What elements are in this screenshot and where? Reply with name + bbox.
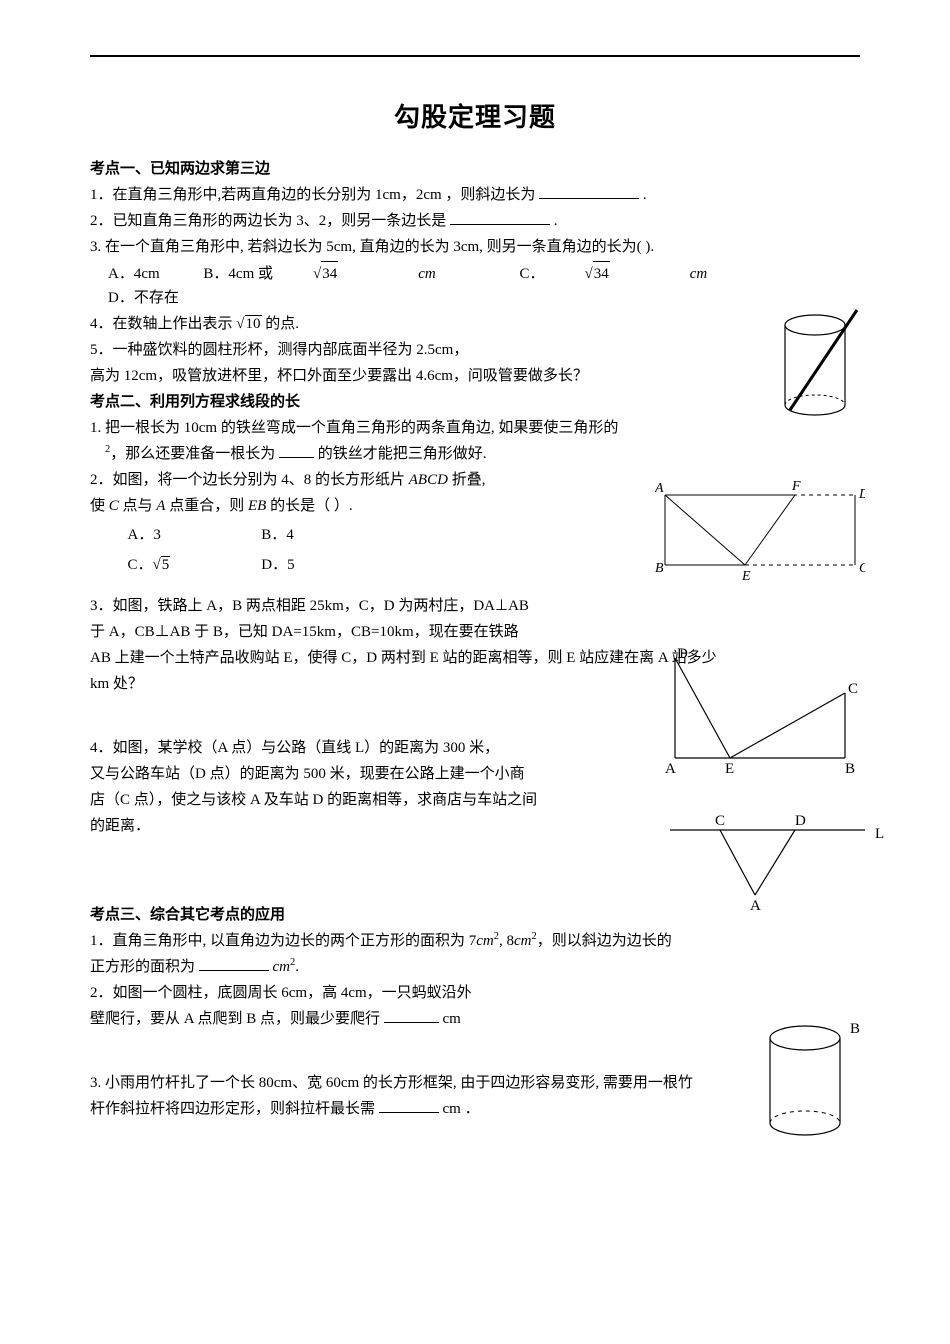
s1-q1: 1．在直角三角形中,若两直角边的长分别为 1cm，2cm ，则斜边长为 .: [90, 183, 860, 207]
s1-q3-B-unit: cm: [418, 262, 436, 286]
fig4-D: D: [795, 813, 806, 829]
s1-q3: 3. 在一个直角三角形中, 若斜边长为 5cm, 直角边的长为 3cm, 则另一…: [90, 235, 860, 259]
s3-q2a: 2．如图一个圆柱，底圆周长 6cm，高 4cm，一只蚂蚁沿外: [90, 981, 860, 1005]
s1-q3-C-pre: C．: [520, 262, 545, 286]
s1-q1-end: .: [643, 187, 647, 203]
fig5-B: B: [850, 1021, 860, 1037]
section2-head: 考点二、利用列方程求线段的长: [90, 390, 860, 414]
s3-q2c-text: cm: [443, 1011, 461, 1027]
s3-q1a-text: 1．直角三角形中, 以直角边为边长的两个正方形的面积为 7: [90, 933, 476, 949]
s2-q2a-text: 2．如图，将一个边长分别为 4、8 的长方形纸片: [90, 472, 409, 488]
s2-q1b: 2，那么还要准备一根长为 的铁丝才能把三角形做好.: [90, 442, 860, 466]
s1-q4: 4．在数轴上作出表示 √10 的点.: [90, 312, 860, 336]
s1-q4-post: 的点.: [265, 316, 299, 332]
s3-q1-mid: , 8: [499, 933, 514, 949]
s2-q1c-text: 的铁丝才能把三角形做好.: [318, 446, 487, 462]
s1-q1-blank: [539, 198, 639, 199]
s2-q2b-mid: 点与: [119, 498, 157, 514]
s2-q2b-1: 使: [90, 498, 109, 514]
fig4-A: A: [750, 898, 761, 910]
school-road-figure: C D L A: [660, 810, 890, 910]
s2-q2-A: A．3: [128, 520, 258, 550]
s2-q1b-text: ，那么还要准备一根长为: [110, 446, 275, 462]
s3-q1-blank: [199, 970, 269, 971]
railroad-figure: D C A E B: [655, 648, 865, 778]
figlbl-E: E: [741, 569, 751, 584]
s2-q2a-end: 折叠,: [448, 472, 486, 488]
figlbl-A: A: [655, 481, 664, 496]
s3-q1b-text: ，则以斜边为边长的: [537, 933, 672, 949]
s1-q3-opts: A．4cm B．4cm 或√34cm C．√34cm D．不存在: [90, 261, 860, 310]
s1-q3-C-rad: 34: [593, 261, 610, 286]
s1-q3-C: C．√34cm: [520, 261, 748, 286]
fig3-B: B: [845, 761, 855, 777]
s2-q2-C-pre: C．: [128, 557, 153, 573]
s3-q1c: 正方形的面积为 cm2.: [90, 955, 860, 979]
s3-q3a: 3. 小雨用竹杆扎了一个长 80cm、宽 60cm 的长方形框架, 由于四边形容…: [90, 1071, 860, 1095]
s3-q1c-text: 正方形的面积为: [90, 959, 195, 975]
s1-q3-B-rad: 34: [321, 261, 338, 286]
s2-q2-B: B．4: [261, 520, 294, 550]
s3-q3c-text: cm ．: [443, 1101, 480, 1117]
fig3-A: A: [665, 761, 676, 777]
ant-cylinder-figure: B: [750, 1018, 870, 1148]
fig4-L: L: [875, 826, 884, 842]
s1-q2-text: 2．已知直角三角形的两边长为 3、2，则另一条边长是: [90, 213, 446, 229]
s3-q2b: 壁爬行，要从 A 点爬到 B 点，则最少要爬行 cm: [90, 1007, 860, 1031]
fig3-E: E: [725, 761, 734, 777]
s3-q2b-text: 壁爬行，要从 A 点爬到 B 点，则最少要爬行: [90, 1011, 380, 1027]
s2-q1-blank: [279, 457, 314, 458]
figlbl-F: F: [791, 480, 801, 494]
fig4-C: C: [715, 813, 725, 829]
s3-q3-blank: [379, 1112, 439, 1113]
s2-q4c: 店（C 点），使之与该校 A 及车站 D 的距离相等，求商店与车站之间: [90, 788, 860, 812]
s1-q3-A: A．4cm: [108, 262, 160, 286]
s1-q4-pre: 4．在数轴上作出表示: [90, 316, 233, 332]
fig3-C: C: [848, 681, 858, 697]
figlbl-C: C: [859, 561, 865, 576]
s3-q3b: 杆作斜拉杆将四边形定形，则斜拉杆最长需 cm ．: [90, 1097, 860, 1121]
s3-q1-cm2b: cm: [514, 933, 532, 949]
s2-q2b-eb: EB: [248, 498, 266, 514]
s1-q3-B: B．4cm 或√34cm: [203, 261, 475, 286]
s1-q5b: 高为 12cm，吸管放进杯里，杯口外面至少要露出 4.6cm，问吸管要做多长？: [90, 364, 860, 388]
s2-q1a: 1. 把一根长为 10cm 的铁丝弯成一个直角三角形的两条直角边, 如果要使三角…: [90, 416, 860, 440]
s1-q3-B-pre: B．4cm 或: [203, 262, 273, 286]
cylinder-straw-figure: [775, 305, 865, 430]
figlbl-B: B: [655, 561, 664, 576]
s2-q2b-mid2: 点重合，则: [165, 498, 248, 514]
top-rule: [90, 55, 860, 57]
s2-q3a: 3．如图，铁路上 A，B 两点相距 25km，C，D 为两村庄，DA⊥AB: [90, 594, 860, 618]
s2-q2a-italic: ABCD: [409, 472, 448, 488]
s3-q2-blank: [384, 1022, 439, 1023]
s2-q2b-c: C: [109, 498, 119, 514]
s2-q2b-end: 的长是（ ）.: [266, 498, 352, 514]
s1-q2: 2．已知直角三角形的两边长为 3、2，则另一条边长是 .: [90, 209, 860, 233]
s2-q3b: 于 A，CB⊥AB 于 B，已知 DA=15km，CB=10km，现在要在铁路: [90, 620, 860, 644]
s1-q5a: 5．一种盛饮料的圆柱形杯，测得内部底面半径为 2.5cm，: [90, 338, 860, 362]
s1-q3-C-unit: cm: [690, 262, 708, 286]
page-title: 勾股定理习题: [90, 97, 860, 139]
s3-q1-cm2a: cm: [476, 933, 494, 949]
s3-q3b-text: 杆作斜拉杆将四边形定形，则斜拉杆最长需: [90, 1101, 375, 1117]
s1-q3-D: D．不存在: [108, 286, 179, 310]
s3-q1-unit: cm: [273, 959, 291, 975]
s1-q2-end: .: [554, 213, 558, 229]
section1-head: 考点一、已知两边求第三边: [90, 157, 860, 181]
figlbl-D: D: [858, 487, 865, 502]
s2-q2-D: D．5: [261, 550, 294, 580]
s1-q4-rad: 10: [245, 315, 262, 332]
s1-q1-text: 1．在直角三角形中,若两直角边的长分别为 1cm，2cm ，则斜边长为: [90, 187, 535, 203]
s2-q2-C: C．√5: [128, 550, 258, 580]
s2-q2-C-rad: 5: [161, 556, 171, 573]
s1-q2-blank: [450, 224, 550, 225]
s3-q1a: 1．直角三角形中, 以直角边为边长的两个正方形的面积为 7cm2, 8cm2，则…: [90, 929, 860, 953]
s3-q1-end: .: [295, 959, 299, 975]
fig3-D: D: [677, 648, 688, 662]
fold-rect-figure: A F D B E C: [655, 480, 865, 585]
